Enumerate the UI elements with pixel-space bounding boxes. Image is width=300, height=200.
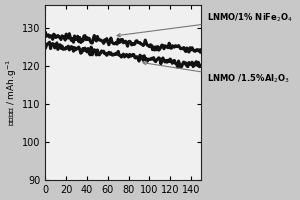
- Text: LNMO /1.5%Al$_2$O$_3$: LNMO /1.5%Al$_2$O$_3$: [143, 62, 290, 85]
- Text: LNMO/1% NiFe$_2$O$_4$: LNMO/1% NiFe$_2$O$_4$: [117, 12, 292, 37]
- Y-axis label: 放电容量 / mAh.g$^{-1}$: 放电容量 / mAh.g$^{-1}$: [5, 59, 19, 126]
